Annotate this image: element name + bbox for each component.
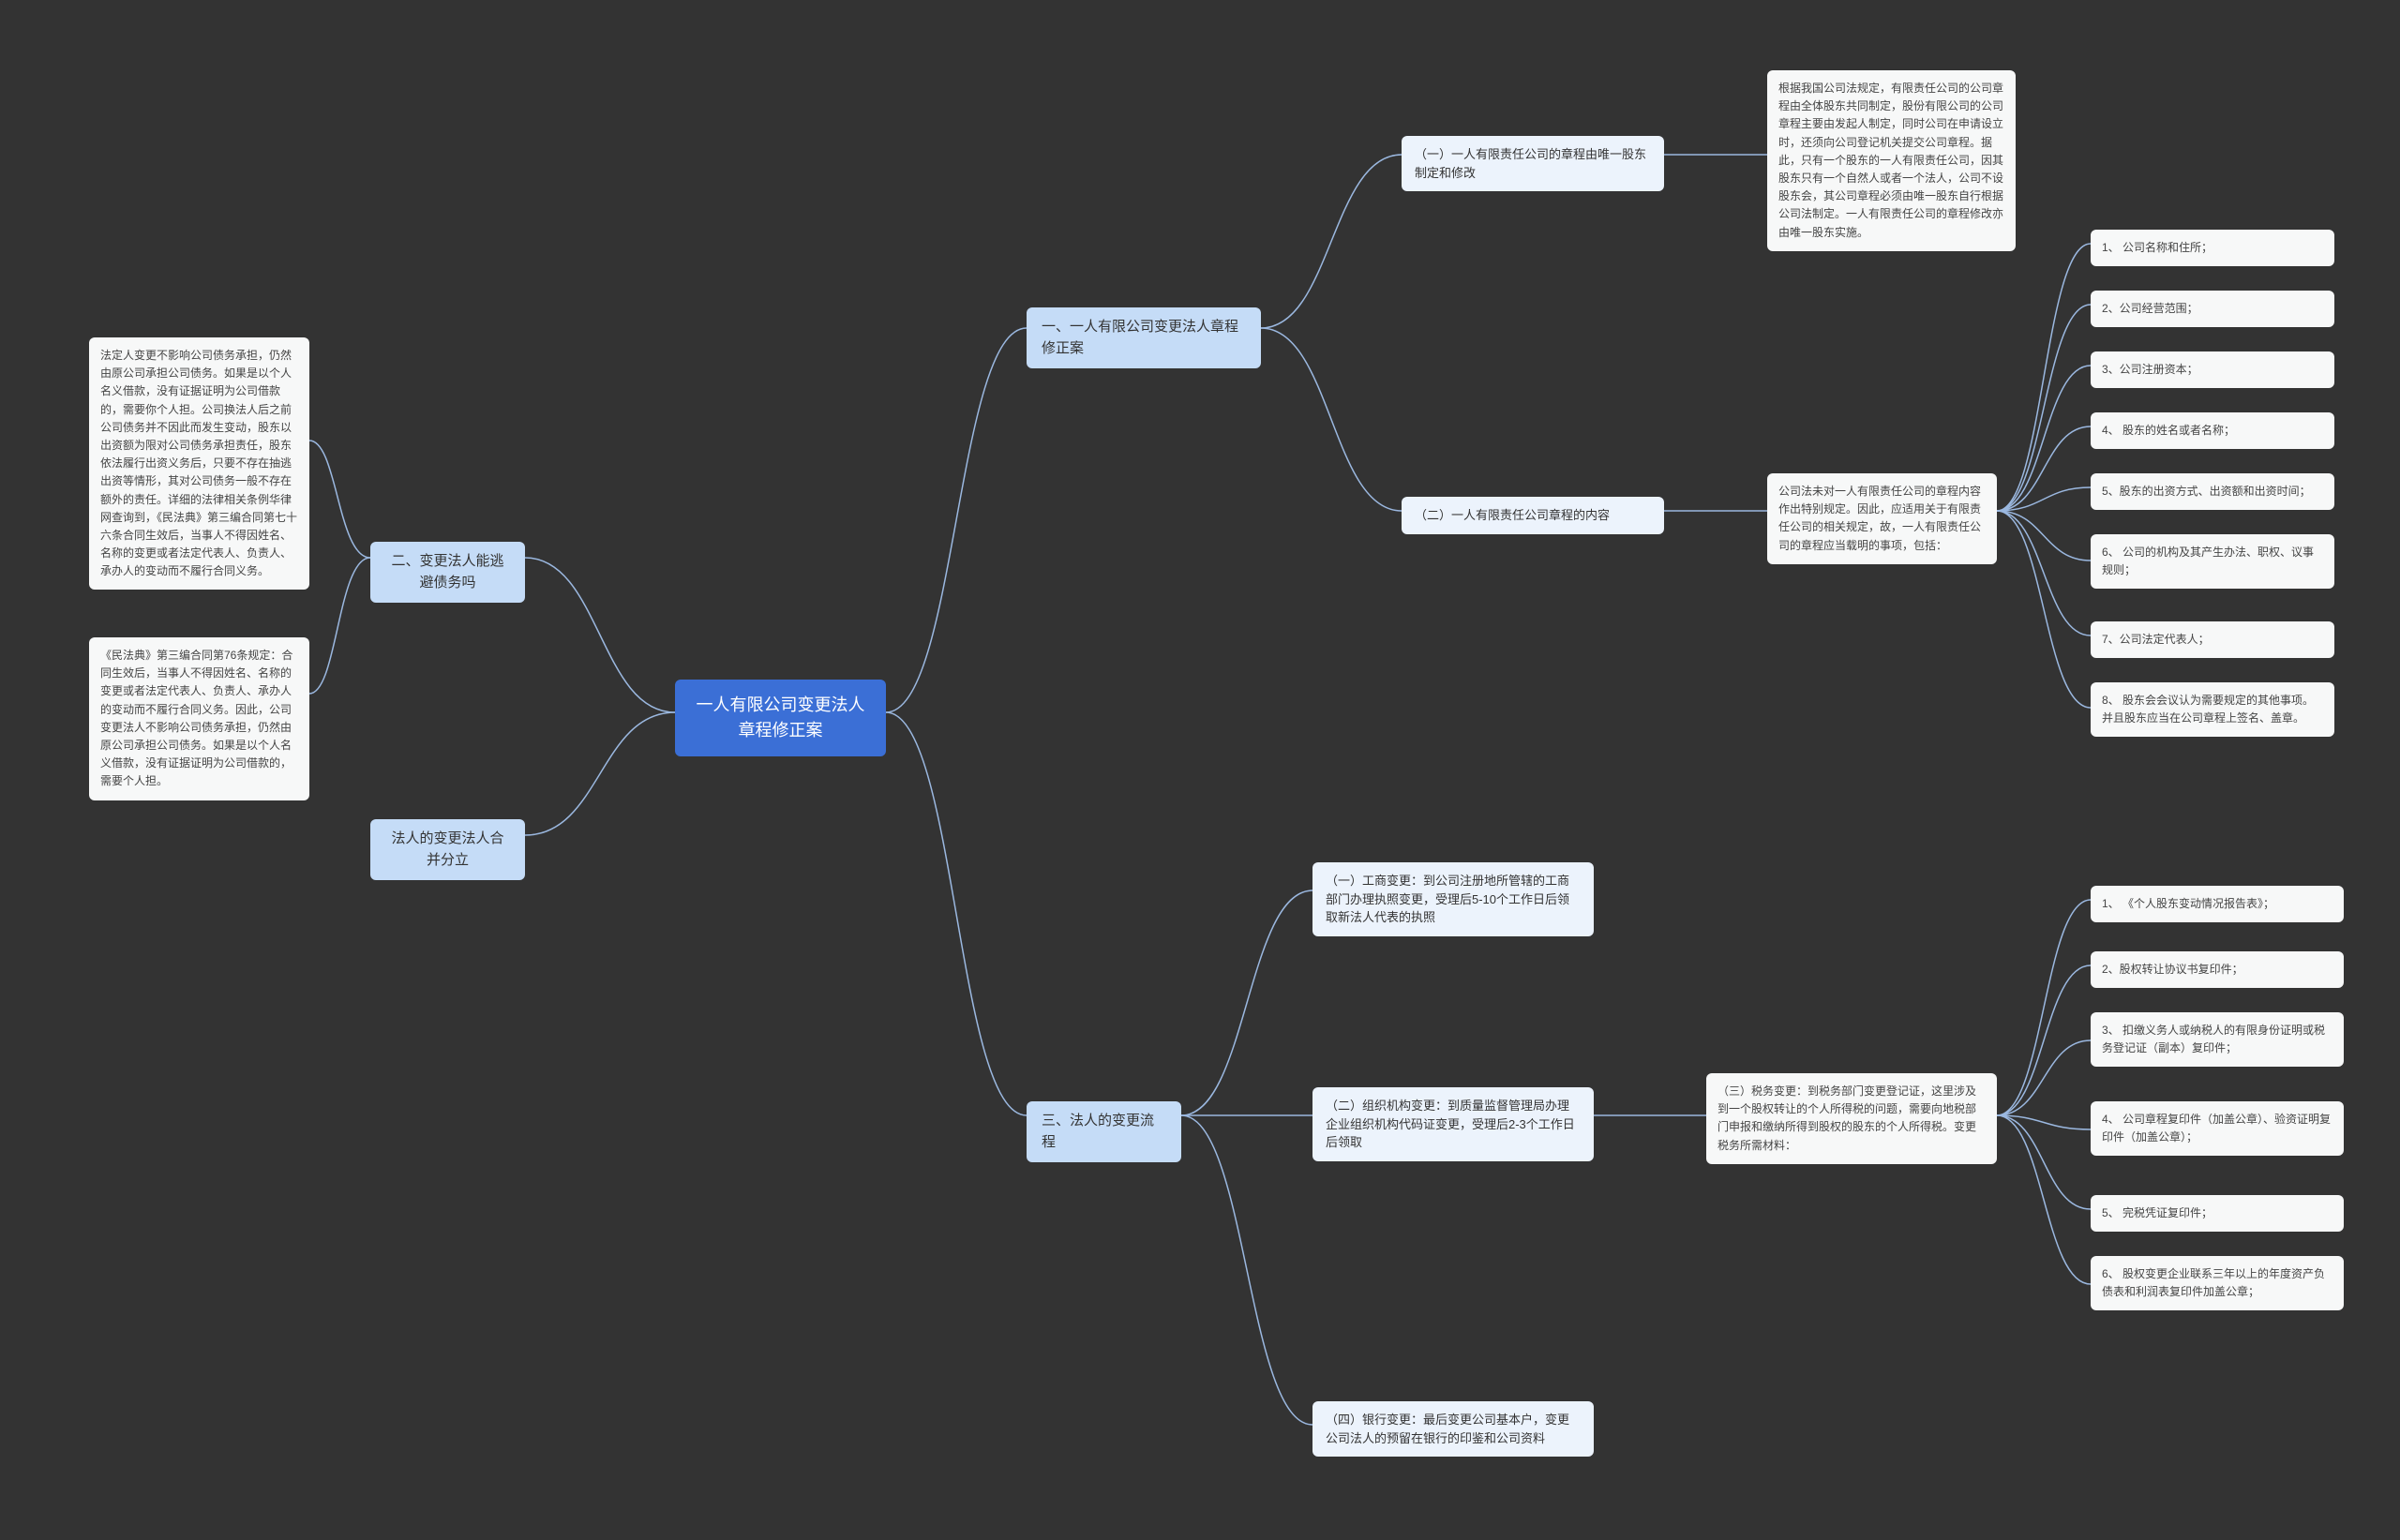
- connector-layer: [0, 0, 2400, 1540]
- s3-list-4: 4、 公司章程复印件（加盖公章）、验资证明复印件（加盖公章）；: [2091, 1101, 2344, 1156]
- section-1[interactable]: 一、一人有限公司变更法人章程修正案: [1027, 307, 1261, 368]
- left-detail-1: 法定人变更不影响公司债务承担，仍然由原公司承担公司债务。如果是以个人名义借款，没…: [89, 337, 309, 590]
- s3-list-6: 6、 股权变更企业联系三年以上的年度资产负债表和利润表复印件加盖公章；: [2091, 1256, 2344, 1310]
- s1-item-2[interactable]: （二）一人有限责任公司章程的内容: [1402, 497, 1664, 534]
- s3-item-3-detail: （三）税务变更：到税务部门变更登记证，这里涉及到一个股权转让的个人所得税的问题，…: [1706, 1073, 1997, 1164]
- s3-item-4[interactable]: （四）银行变更：最后变更公司基本户，变更公司法人的预留在银行的印鉴和公司资料: [1312, 1401, 1594, 1457]
- left-branch-merge[interactable]: 法人的变更法人合并分立: [370, 819, 525, 880]
- s1-list-4: 4、 股东的姓名或者名称；: [2091, 412, 2334, 449]
- s3-list-5: 5、 完税凭证复印件；: [2091, 1195, 2344, 1232]
- s1-list-8: 8、 股东会会议认为需要规定的其他事项。并且股东应当在公司章程上签名、盖章。: [2091, 682, 2334, 737]
- s3-list-1: 1、 《个人股东变动情况报告表》；: [2091, 886, 2344, 922]
- root-node[interactable]: 一人有限公司变更法人章程修正案: [675, 680, 886, 756]
- s3-list-3: 3、 扣缴义务人或纳税人的有限身份证明或税务登记证（副本）复印件；: [2091, 1012, 2344, 1067]
- left-branch-debt[interactable]: 二、变更法人能逃避债务吗: [370, 542, 525, 603]
- left-detail-2: 《民法典》第三编合同第76条规定：合同生效后，当事人不得因姓名、名称的变更或者法…: [89, 637, 309, 800]
- section-3[interactable]: 三、法人的变更流程: [1027, 1101, 1181, 1162]
- s1-list-2: 2、公司经营范围；: [2091, 291, 2334, 327]
- s1-list-3: 3、公司注册资本；: [2091, 351, 2334, 388]
- s1-list-1: 1、 公司名称和住所；: [2091, 230, 2334, 266]
- s1-list-7: 7、公司法定代表人；: [2091, 621, 2334, 658]
- s3-item-2[interactable]: （二）组织机构变更：到质量监督管理局办理企业组织机构代码证变更，受理后2-3个工…: [1312, 1087, 1594, 1161]
- s1-item-1[interactable]: （一）一人有限责任公司的章程由唯一股东制定和修改: [1402, 136, 1664, 191]
- s1-list-5: 5、股东的出资方式、出资额和出资时间；: [2091, 473, 2334, 510]
- s3-item-1[interactable]: （一）工商变更：到公司注册地所管辖的工商部门办理执照变更，受理后5-10个工作日…: [1312, 862, 1594, 936]
- s3-list-2: 2、股权转让协议书复印件；: [2091, 951, 2344, 988]
- s1-item-1-detail: 根据我国公司法规定，有限责任公司的公司章程由全体股东共同制定，股份有限公司的公司…: [1767, 70, 2016, 251]
- s1-list-6: 6、 公司的机构及其产生办法、职权、议事规则；: [2091, 534, 2334, 589]
- s1-item-2-detail: 公司法未对一人有限责任公司的章程内容作出特别规定。因此，应适用关于有限责任公司的…: [1767, 473, 1997, 564]
